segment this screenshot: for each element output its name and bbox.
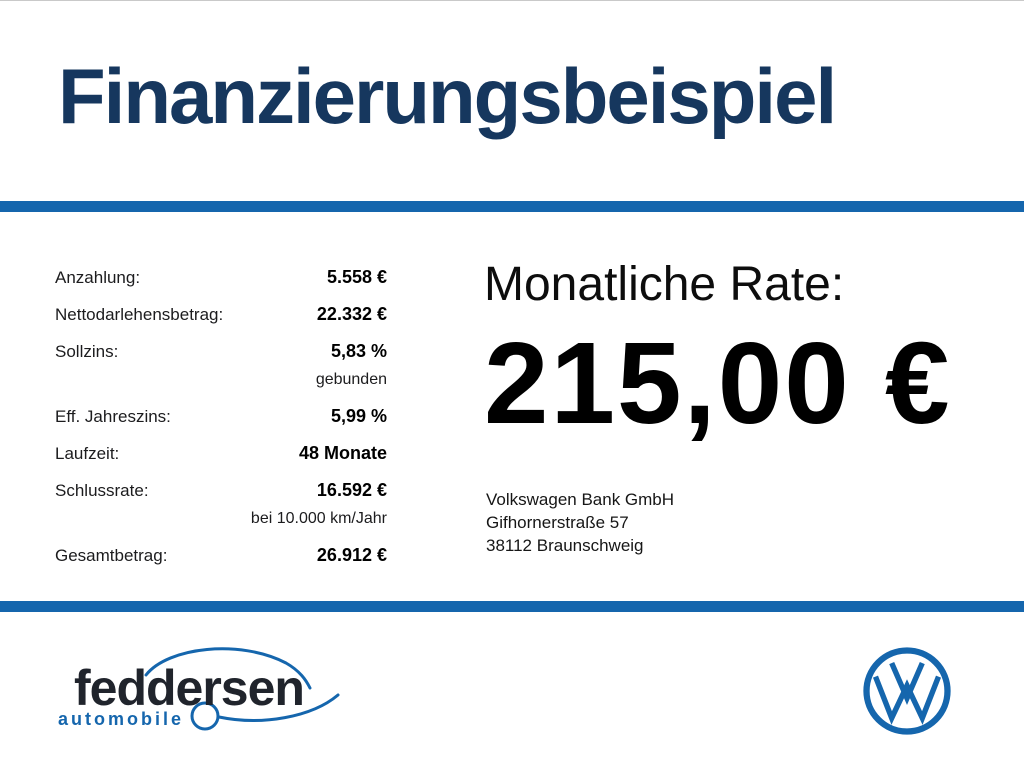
finance-label: Gesamtbetrag: bbox=[55, 546, 168, 565]
dealer-name: feddersen bbox=[74, 660, 305, 716]
finance-value: 48 Monate bbox=[298, 443, 387, 463]
finance-label: Nettodarlehensbetrag: bbox=[55, 305, 224, 324]
finance-note: bei 10.000 km/Jahr bbox=[250, 510, 387, 527]
finance-label: Laufzeit: bbox=[55, 444, 120, 463]
car-silhouette-icon bbox=[144, 647, 340, 731]
bank-name: Volkswagen Bank GmbH bbox=[486, 490, 675, 509]
finance-row-laufzeit: Laufzeit: 48 Monate bbox=[55, 443, 387, 464]
finance-row-eff-jahreszins: Eff. Jahreszins: 5,99 % bbox=[55, 406, 387, 427]
finance-note: gebunden bbox=[315, 371, 387, 388]
dealer-logo: feddersen automobile bbox=[50, 633, 380, 748]
finance-value: 26.912 € bbox=[316, 545, 387, 565]
page-title: Finanzierungsbeispiel bbox=[58, 52, 837, 140]
divider-bottom bbox=[0, 601, 1024, 612]
finance-label: Eff. Jahreszins: bbox=[55, 407, 171, 426]
finance-row-nettodarlehensbetrag: Nettodarlehensbetrag: 22.332 € bbox=[55, 304, 387, 325]
monthly-rate-heading: Monatliche Rate: bbox=[484, 258, 845, 311]
finance-label: Anzahlung: bbox=[55, 268, 141, 287]
bank-city: 38112 Braunschweig bbox=[486, 536, 644, 555]
finance-table: Anzahlung: 5.558 € Nettodarlehensbetrag:… bbox=[55, 267, 387, 582]
finance-value: 16.592 € bbox=[316, 480, 387, 500]
finance-label: Sollzins: bbox=[55, 342, 119, 361]
monthly-rate-block: Monatliche Rate: 215,00 € bbox=[484, 257, 952, 450]
monthly-rate-amount: 215,00 € bbox=[484, 318, 952, 448]
finance-label: Schlussrate: bbox=[55, 481, 149, 500]
finance-value: 5.558 € bbox=[326, 267, 387, 287]
finance-row-sollzins: Sollzins: 5,83 % bbox=[55, 341, 387, 362]
dealer-subtitle: automobile bbox=[58, 709, 185, 729]
finance-row-gesamtbetrag: Gesamtbetrag: 26.912 € bbox=[55, 545, 387, 566]
divider-top bbox=[0, 201, 1024, 212]
finance-value: 5,99 % bbox=[330, 406, 387, 426]
finance-value: 5,83 % bbox=[330, 341, 387, 361]
bank-street: Gifhornerstraße 57 bbox=[486, 513, 629, 532]
vw-logo-icon bbox=[863, 647, 951, 735]
finance-value: 22.332 € bbox=[316, 304, 387, 324]
finance-row-anzahlung: Anzahlung: 5.558 € bbox=[55, 267, 387, 288]
finance-row-schlussrate: Schlussrate: 16.592 € bbox=[55, 480, 387, 501]
bank-address: Volkswagen Bank GmbH Gifhornerstraße 57 … bbox=[486, 488, 674, 557]
